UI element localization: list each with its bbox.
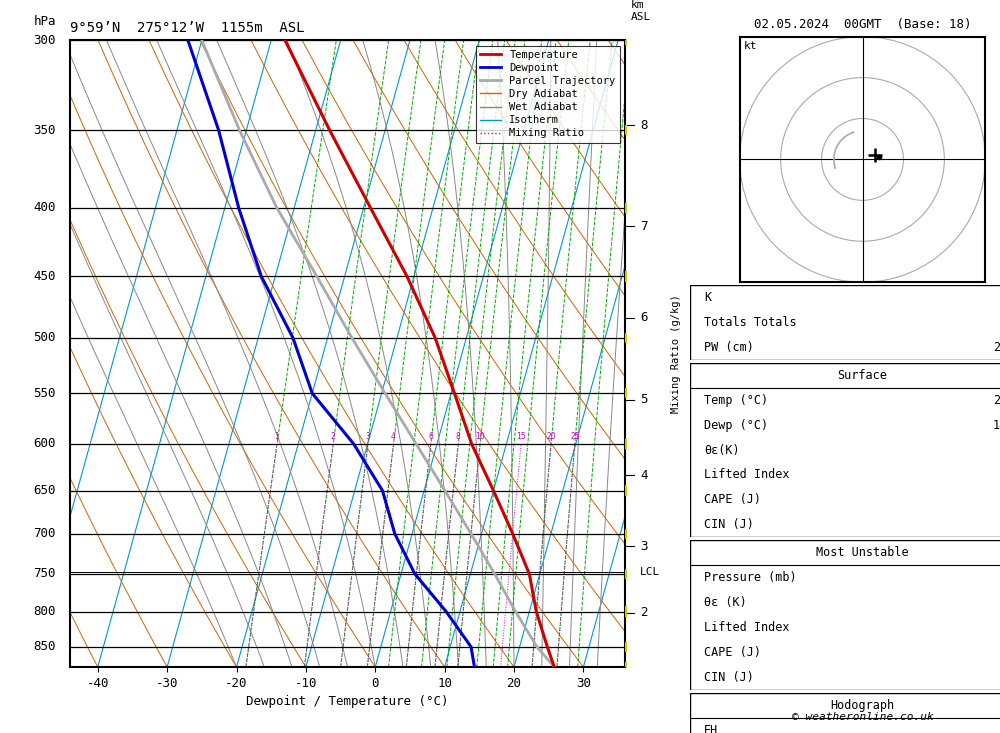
Text: 8: 8 xyxy=(640,119,648,132)
Text: 2: 2 xyxy=(331,432,336,441)
Text: 25: 25 xyxy=(570,432,580,441)
Text: hPa: hPa xyxy=(34,15,56,28)
Text: 9°59’N  275°12’W  1155m  ASL: 9°59’N 275°12’W 1155m ASL xyxy=(70,21,304,35)
Text: 850: 850 xyxy=(34,641,56,653)
Text: Lifted Index: Lifted Index xyxy=(704,621,789,634)
Text: 3: 3 xyxy=(640,539,648,553)
Text: EH: EH xyxy=(704,723,718,733)
Text: 14.3: 14.3 xyxy=(993,419,1000,432)
Text: Temp (°C): Temp (°C) xyxy=(704,394,768,407)
Text: 800: 800 xyxy=(34,605,56,618)
Text: Totals Totals: Totals Totals xyxy=(704,316,796,329)
Text: Most Unstable: Most Unstable xyxy=(816,546,909,559)
Text: Mixing Ratio (g/kg): Mixing Ratio (g/kg) xyxy=(671,294,681,413)
Text: 4: 4 xyxy=(391,432,396,441)
Text: PW (cm): PW (cm) xyxy=(704,341,754,354)
Text: 450: 450 xyxy=(34,270,56,283)
Text: Dewp (°C): Dewp (°C) xyxy=(704,419,768,432)
Text: 2: 2 xyxy=(640,606,648,619)
Text: 6: 6 xyxy=(428,432,433,441)
X-axis label: Dewpoint / Temperature (°C): Dewpoint / Temperature (°C) xyxy=(246,696,449,708)
Text: 750: 750 xyxy=(34,567,56,581)
Text: CAPE (J): CAPE (J) xyxy=(704,493,761,507)
Text: 02.05.2024  00GMT  (Base: 18): 02.05.2024 00GMT (Base: 18) xyxy=(754,18,971,32)
Text: CIN (J): CIN (J) xyxy=(704,518,754,531)
Text: LCL: LCL xyxy=(640,567,660,578)
Text: 500: 500 xyxy=(34,331,56,345)
Text: θε(K): θε(K) xyxy=(704,443,739,457)
Legend: Temperature, Dewpoint, Parcel Trajectory, Dry Adiabat, Wet Adiabat, Isotherm, Mi: Temperature, Dewpoint, Parcel Trajectory… xyxy=(476,45,620,143)
Text: Lifted Index: Lifted Index xyxy=(704,468,789,482)
Text: 8: 8 xyxy=(456,432,461,441)
Text: 400: 400 xyxy=(34,202,56,214)
Text: 550: 550 xyxy=(34,387,56,399)
Text: 7: 7 xyxy=(640,220,648,233)
Text: 15: 15 xyxy=(516,432,526,441)
Text: K: K xyxy=(704,291,711,304)
Text: 650: 650 xyxy=(34,484,56,497)
Text: CAPE (J): CAPE (J) xyxy=(704,646,761,659)
Text: 300: 300 xyxy=(34,34,56,47)
Text: 1: 1 xyxy=(275,432,279,441)
Text: 20: 20 xyxy=(546,432,556,441)
Text: 2.31: 2.31 xyxy=(993,341,1000,354)
Text: 25.8: 25.8 xyxy=(993,394,1000,407)
Text: 6: 6 xyxy=(640,312,648,324)
Text: 600: 600 xyxy=(34,438,56,451)
Text: Surface: Surface xyxy=(838,369,887,382)
Text: Pressure (mb): Pressure (mb) xyxy=(704,571,796,584)
Text: Hodograph: Hodograph xyxy=(830,699,895,712)
Text: CIN (J): CIN (J) xyxy=(704,671,754,684)
Text: © weatheronline.co.uk: © weatheronline.co.uk xyxy=(792,712,933,722)
Text: 350: 350 xyxy=(34,124,56,136)
Text: 5: 5 xyxy=(640,393,648,406)
Text: km
ASL: km ASL xyxy=(631,0,651,21)
Text: 10: 10 xyxy=(475,432,485,441)
Text: 700: 700 xyxy=(34,527,56,540)
Text: 3: 3 xyxy=(366,432,370,441)
Text: kt: kt xyxy=(744,41,757,51)
Text: 4: 4 xyxy=(640,468,648,482)
Text: θε (K): θε (K) xyxy=(704,596,747,609)
